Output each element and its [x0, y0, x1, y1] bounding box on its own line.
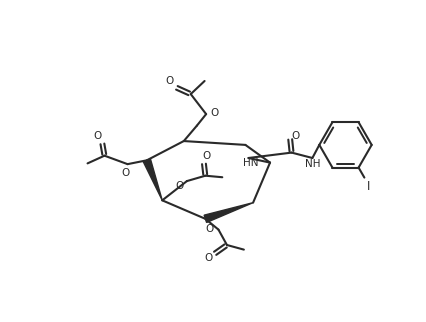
Text: NH: NH [305, 159, 320, 169]
Text: O: O [165, 76, 174, 86]
Text: O: O [205, 224, 213, 234]
Text: O: O [291, 131, 299, 141]
Text: O: O [204, 253, 212, 263]
Text: O: O [175, 182, 183, 192]
Polygon shape [143, 159, 162, 200]
Text: HN: HN [242, 158, 258, 168]
Text: I: I [366, 180, 369, 193]
Text: O: O [210, 108, 218, 118]
Text: O: O [121, 168, 129, 178]
Polygon shape [204, 203, 253, 223]
Text: O: O [202, 151, 210, 161]
Text: O: O [93, 131, 101, 141]
